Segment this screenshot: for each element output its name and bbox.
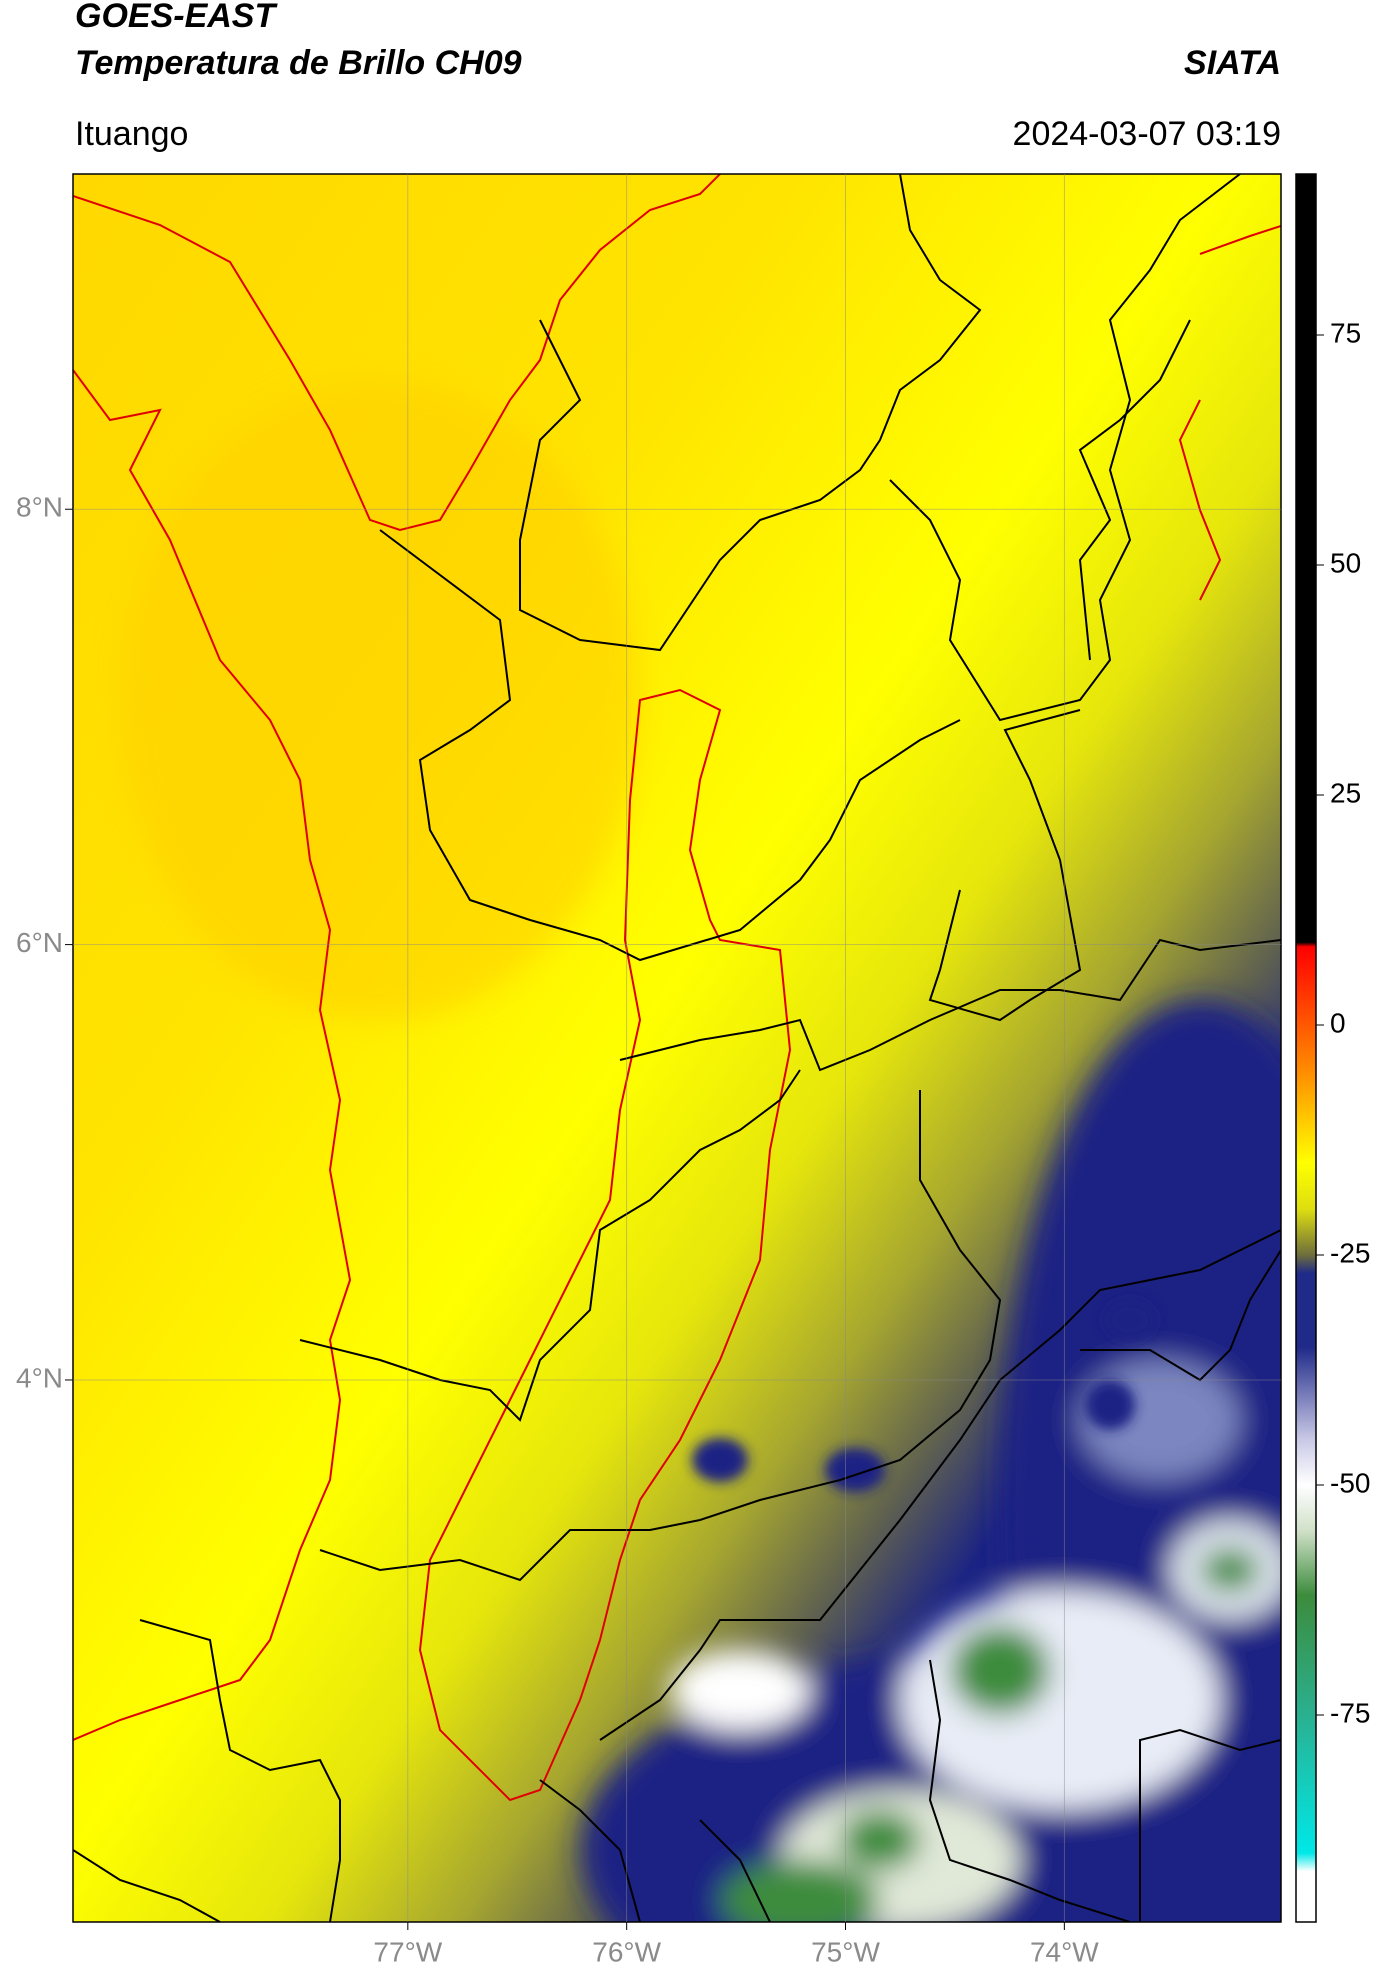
title: GOES-EAST bbox=[75, 0, 278, 35]
colorbar-tick-label: 75 bbox=[1330, 317, 1361, 348]
x-tick-label: 77°W bbox=[373, 1936, 442, 1967]
borders bbox=[73, 174, 1281, 1922]
colorbar-tick-label: -25 bbox=[1330, 1237, 1370, 1268]
map-frame bbox=[72, 173, 1282, 1923]
colorbar-tick-label: -75 bbox=[1330, 1697, 1370, 1728]
agency: SIATA bbox=[1184, 44, 1281, 82]
x-tick-label: 76°W bbox=[592, 1936, 661, 1967]
x-tick-label: 74°W bbox=[1030, 1936, 1099, 1967]
colorbar bbox=[1295, 173, 1317, 1923]
y-tick-label: 4°N bbox=[16, 1362, 63, 1393]
colorbar-tick-label: -50 bbox=[1330, 1467, 1370, 1498]
x-tick-label: 75°W bbox=[811, 1936, 880, 1967]
subtitle: Temperatura de Brillo CH09 bbox=[75, 44, 522, 82]
colorbar-tick-label: 0 bbox=[1330, 1007, 1346, 1038]
coastline bbox=[73, 174, 1281, 1802]
y-tick-label: 8°N bbox=[16, 492, 63, 523]
timestamp: 2024-03-07 03:19 bbox=[1013, 115, 1281, 153]
y-tick-label: 6°N bbox=[16, 927, 63, 958]
colorbar-tick-label: 25 bbox=[1330, 777, 1361, 808]
colorbar-tick-label: 50 bbox=[1330, 547, 1361, 578]
location: Ituango bbox=[75, 115, 188, 153]
map-field bbox=[73, 174, 1281, 1922]
